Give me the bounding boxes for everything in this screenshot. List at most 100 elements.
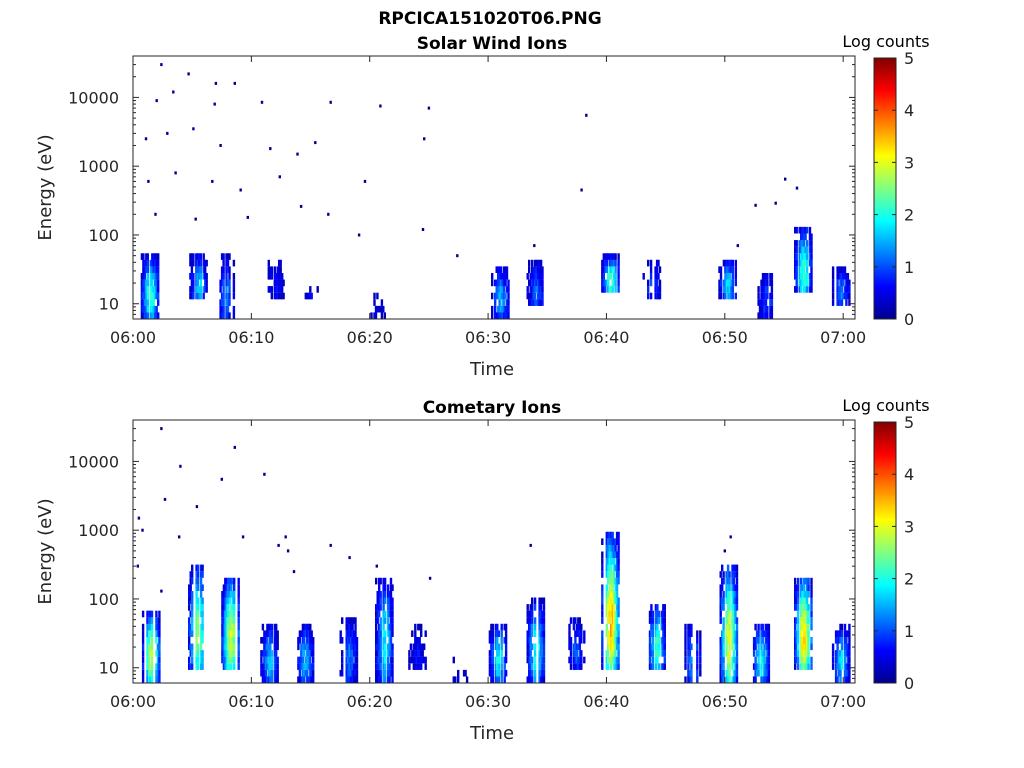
- spectrogram-cell: [391, 623, 394, 631]
- spectrogram-cell: [507, 312, 510, 319]
- spectrogram-cell: [198, 266, 201, 273]
- spectrogram-cell: [414, 650, 417, 657]
- spectrogram-cell: [614, 617, 617, 624]
- spectrogram-cell: [770, 312, 774, 319]
- spectrogram-cell: [205, 273, 208, 280]
- spectrogram-cell: [804, 577, 807, 585]
- spectrogram-cell: [810, 617, 813, 624]
- spectrogram-cell: [270, 292, 273, 300]
- spectrogram-cell: [761, 637, 765, 644]
- spectrogram-cell: [754, 669, 757, 677]
- spectrogram-cell: [837, 656, 841, 664]
- spectrogram-cell: [424, 663, 427, 670]
- spectrogram-cell: [389, 610, 393, 618]
- spectrogram-cell: [526, 292, 529, 300]
- spectrogram-cell: [605, 610, 608, 618]
- spectrogram-cell: [281, 273, 284, 280]
- spectrogram-cell: [355, 663, 359, 670]
- spectrogram-cell: [541, 286, 544, 293]
- spectrogram-cell: [415, 663, 418, 670]
- spectrogram-cell: [611, 623, 614, 631]
- spectrogram-cell: [232, 305, 236, 313]
- spectrogram-cell: [490, 656, 493, 664]
- spectrogram-cell: [648, 637, 652, 644]
- spectrogram-cell: [735, 656, 739, 664]
- spectrogram-cell: [728, 604, 731, 611]
- spectrogram-cell: [341, 637, 344, 644]
- spectrogram-cell: [684, 650, 687, 657]
- spectrogram-cell: [542, 650, 546, 657]
- spectrogram-cell: [613, 643, 616, 651]
- spectrogram-cell: [802, 259, 806, 267]
- spectrogram-cell: [222, 292, 225, 300]
- spectrogram-cell: [794, 259, 797, 267]
- spectrogram-cell: [805, 253, 809, 260]
- spectrogram-cell: [154, 286, 157, 293]
- spectrogram-cell: [149, 676, 152, 683]
- spectrogram-cell: [608, 531, 611, 539]
- spectrogram-cell: [201, 597, 204, 605]
- spectrogram-cell: [542, 676, 546, 683]
- spectrogram-cell: [276, 663, 279, 670]
- data-point: [233, 445, 236, 449]
- spectrogram-cell: [725, 273, 729, 280]
- spectrogram-cell: [690, 669, 693, 677]
- spectrogram-cell: [228, 610, 231, 618]
- spectrogram-cell: [494, 656, 497, 664]
- spectrogram-cell: [840, 650, 844, 657]
- spectrogram-cell: [345, 637, 348, 644]
- spectrogram-cell: [536, 299, 540, 306]
- spectrogram-cell: [761, 286, 765, 293]
- spectrogram-cell: [158, 617, 161, 624]
- spectrogram-cell: [719, 597, 722, 605]
- spectrogram-cell: [383, 650, 387, 657]
- spectrogram-cell: [719, 604, 722, 611]
- spectrogram-cell: [607, 286, 610, 293]
- spectrogram-cell: [158, 630, 161, 637]
- spectrogram-cell: [615, 623, 619, 631]
- spectrogram-cell: [613, 623, 616, 631]
- spectrogram-cell: [607, 273, 610, 280]
- spectrogram-cell: [615, 571, 619, 578]
- spectrogram-cell: [726, 617, 730, 624]
- spectrogram-cell: [349, 676, 353, 683]
- spectrogram-cell: [228, 637, 231, 644]
- spectrogram-cell: [617, 637, 620, 644]
- spectrogram-cell: [846, 676, 850, 683]
- spectrogram-cell: [195, 597, 198, 605]
- spectrogram-cell: [642, 273, 645, 280]
- spectrogram-cell: [802, 663, 806, 670]
- spectrogram-cell: [382, 637, 385, 644]
- spectrogram-cell: [656, 637, 659, 644]
- spectrogram-cell: [805, 286, 809, 293]
- spectrogram-cell: [154, 259, 157, 267]
- spectrogram-cell: [269, 643, 272, 651]
- spectrogram-cell: [220, 312, 224, 319]
- colorbar-tick-label: 1: [904, 258, 914, 277]
- spectrogram-cell: [732, 676, 736, 683]
- spectrogram-cell: [541, 669, 544, 677]
- spectrogram-cell: [766, 273, 769, 280]
- spectrogram-cell: [301, 669, 305, 677]
- spectrogram-cell: [345, 630, 348, 637]
- spectrogram-cell: [538, 266, 541, 273]
- spectrogram-cell: [538, 669, 541, 677]
- spectrogram-cell: [198, 259, 201, 267]
- spectrogram-cell: [418, 623, 421, 631]
- spectrogram-cell: [580, 663, 583, 670]
- spectrogram-cell: [488, 637, 492, 644]
- spectrogram-cell: [797, 610, 800, 618]
- spectrogram-cell: [542, 623, 546, 631]
- spectrogram-cell: [345, 656, 348, 664]
- spectrogram-cell: [617, 597, 620, 605]
- spectrogram-cell: [721, 577, 724, 585]
- spectrogram-cell: [379, 591, 382, 598]
- spectrogram-cell: [607, 571, 610, 578]
- spectrogram-cell: [719, 292, 723, 300]
- spectrogram-cell: [310, 676, 313, 683]
- spectrogram-cell: [805, 597, 809, 605]
- spectrogram-cell: [237, 617, 240, 624]
- spectrogram-cell: [539, 643, 543, 651]
- spectrogram-cell: [601, 597, 604, 605]
- spectrogram-cell: [349, 623, 353, 631]
